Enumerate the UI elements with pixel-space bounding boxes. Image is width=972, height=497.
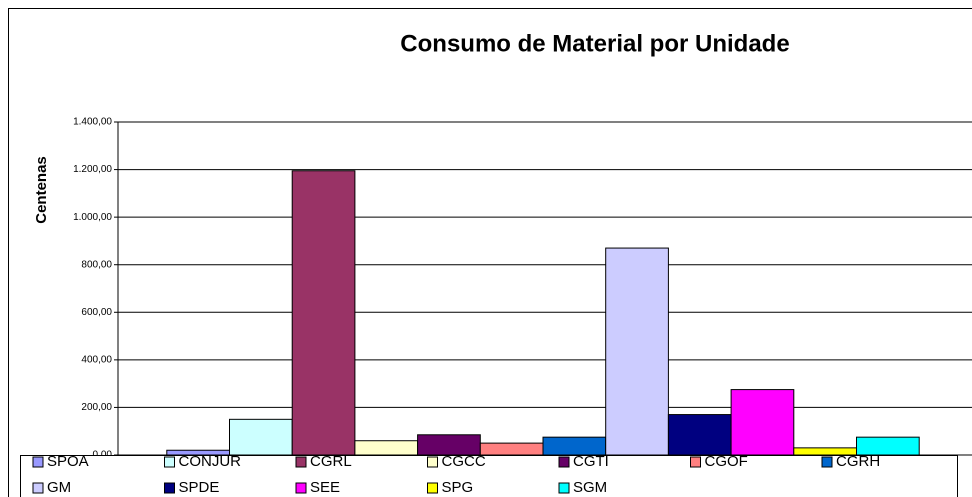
y-tick-label: 1.200,00 <box>73 164 112 175</box>
y-tick-label: 200,00 <box>81 402 112 413</box>
legend-label: CGRL <box>310 453 352 470</box>
legend-label: SPG <box>442 479 474 496</box>
legend-label: GM <box>47 479 71 496</box>
y-tick-label: 800,00 <box>81 259 112 270</box>
bar <box>417 434 481 456</box>
y-tick-label: 1.000,00 <box>73 212 112 223</box>
legend-label: CGOF <box>705 453 748 470</box>
legend-label: SEE <box>310 479 340 496</box>
y-tick-label: 1.400,00 <box>73 117 112 128</box>
y-tick-label: 600,00 <box>81 307 112 318</box>
legend-swatch <box>295 456 307 468</box>
bar <box>605 247 669 456</box>
legend-swatch <box>164 482 175 494</box>
legend-swatch <box>427 482 438 494</box>
legend-label: CGCC <box>442 453 486 470</box>
legend-box <box>20 455 958 497</box>
bar <box>291 170 356 456</box>
bar <box>479 442 544 456</box>
legend-swatch <box>295 482 307 494</box>
y-tick-label: 400,00 <box>81 354 112 365</box>
legend-label: SGM <box>573 479 607 496</box>
legend-swatch <box>821 456 833 468</box>
legend-swatch <box>690 456 701 468</box>
chart-title: Consumo de Material por Unidade <box>400 30 789 57</box>
chart-border <box>8 8 972 497</box>
legend-label: SPDE <box>179 479 220 496</box>
legend-swatch <box>427 456 438 468</box>
bar <box>667 414 732 456</box>
y-axis-title: Centenas <box>33 156 50 224</box>
legend-swatch <box>558 482 570 494</box>
legend-swatch <box>164 456 175 468</box>
bar <box>730 389 795 456</box>
legend-swatch <box>558 456 570 468</box>
legend-label: CGTI <box>573 453 609 470</box>
legend-swatch <box>32 456 44 468</box>
bar <box>229 418 293 456</box>
legend-label: CONJUR <box>179 453 242 470</box>
legend-label: CGRH <box>836 453 880 470</box>
bar <box>354 440 419 456</box>
legend-label: SPOA <box>47 453 89 470</box>
legend-swatch <box>32 482 44 494</box>
